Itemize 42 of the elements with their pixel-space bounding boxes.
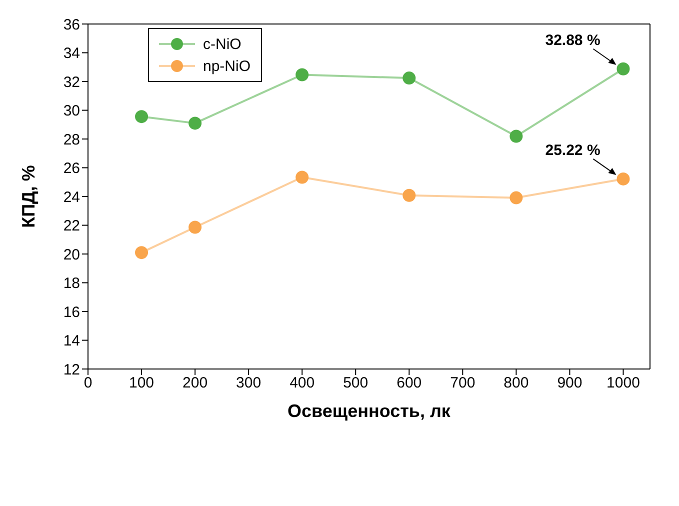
point xyxy=(510,191,523,204)
x-tick-label: 500 xyxy=(343,374,368,392)
point xyxy=(188,220,202,234)
y-tick-label: 22 xyxy=(63,218,80,235)
y-tick-label: 24 xyxy=(63,188,80,206)
legend-label: c-NiO xyxy=(203,36,242,52)
x-tick-label: 900 xyxy=(557,374,582,392)
x-tick-label: 0 xyxy=(84,374,92,392)
x-tick-label: 800 xyxy=(504,374,529,392)
annotation: 32.88 % xyxy=(545,32,600,49)
y-tick-label: 32 xyxy=(63,74,80,91)
y-tick-label: 16 xyxy=(63,304,80,321)
y-tick-label: 18 xyxy=(63,275,80,292)
x-tick-label: 700 xyxy=(450,374,476,392)
x-tick-label: 100 xyxy=(129,374,154,392)
point xyxy=(616,62,630,76)
point xyxy=(135,246,148,260)
y-tick-label: 34 xyxy=(63,45,80,62)
point xyxy=(402,188,416,202)
x-tick-label: 200 xyxy=(182,374,208,392)
point xyxy=(616,172,630,186)
y-tick-label: 12 xyxy=(63,361,80,378)
point xyxy=(296,170,309,184)
x-axis-title: Освещенность, лк xyxy=(288,401,452,421)
legend-label: np-NiO xyxy=(203,58,251,74)
y-tick-label: 30 xyxy=(63,102,80,120)
point xyxy=(296,68,309,82)
y-tick-label: 36 xyxy=(63,16,80,34)
point xyxy=(188,116,202,130)
x-tick-label: 600 xyxy=(396,374,422,392)
y-axis-title: КПД, % xyxy=(18,165,38,228)
x-tick-label: 400 xyxy=(290,374,315,392)
y-tick-label: 26 xyxy=(63,160,80,178)
x-tick-label: 300 xyxy=(236,374,262,392)
y-tick-label: 20 xyxy=(63,246,80,264)
y-tick-label: 28 xyxy=(63,131,80,148)
x-tick-label: 1000 xyxy=(606,374,640,392)
point xyxy=(402,72,416,85)
point xyxy=(510,130,523,143)
y-tick-label: 14 xyxy=(63,332,80,350)
annotation: 25.22 % xyxy=(545,142,600,159)
point xyxy=(135,110,148,124)
